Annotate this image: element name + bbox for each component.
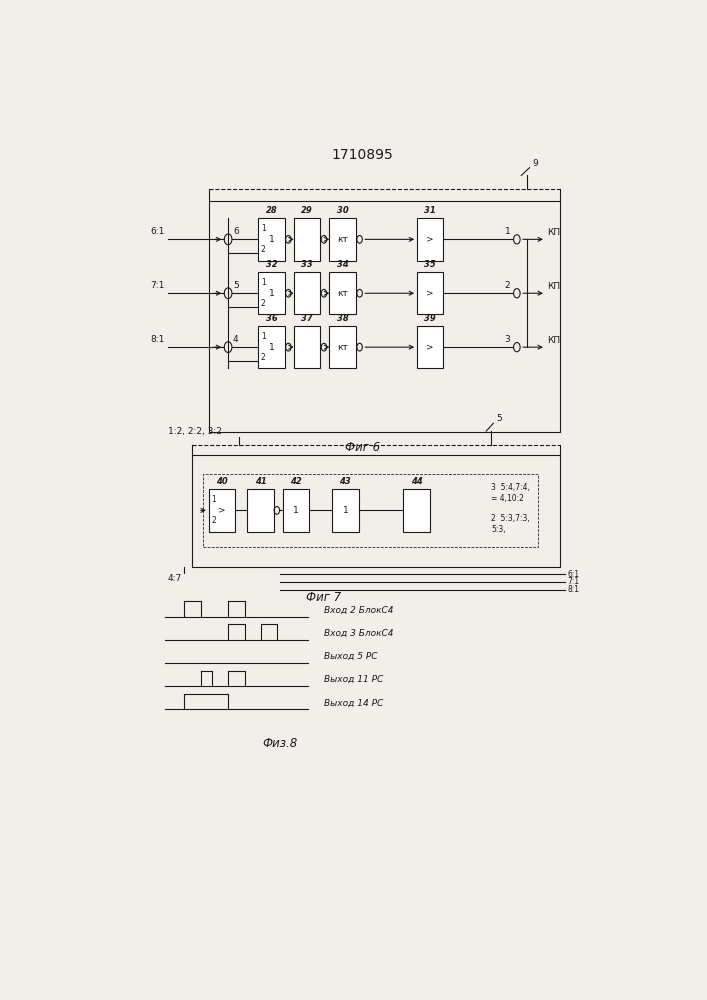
Bar: [329, 326, 356, 368]
Text: 2: 2: [505, 281, 510, 290]
Text: >: >: [218, 506, 226, 515]
Text: Фиг 7: Фиг 7: [306, 591, 341, 604]
Bar: [329, 272, 356, 314]
Text: КП: КП: [547, 336, 560, 345]
Text: кт: кт: [337, 343, 348, 352]
Text: 3  5:4,7:4,: 3 5:4,7:4,: [491, 483, 530, 492]
Text: 33: 33: [301, 260, 313, 269]
Text: 1: 1: [293, 506, 299, 515]
Bar: [258, 326, 284, 368]
Text: 1710895: 1710895: [332, 148, 393, 162]
Text: 42: 42: [290, 477, 302, 486]
Text: 2: 2: [261, 245, 266, 254]
Bar: [332, 489, 358, 532]
Text: 36: 36: [266, 314, 277, 323]
Text: 1: 1: [261, 224, 266, 233]
Text: 1: 1: [269, 235, 274, 244]
Bar: [417, 218, 443, 261]
Text: 4:7: 4:7: [168, 574, 182, 583]
Text: 2: 2: [261, 353, 266, 362]
Text: 6:1: 6:1: [568, 570, 580, 579]
Text: 8:1: 8:1: [151, 335, 165, 344]
Text: 31: 31: [424, 206, 436, 215]
Text: 9: 9: [532, 159, 538, 168]
Text: 41: 41: [255, 477, 267, 486]
Text: 3: 3: [505, 335, 510, 344]
Bar: [294, 218, 320, 261]
Text: 1: 1: [261, 278, 266, 287]
Text: >: >: [426, 289, 434, 298]
Text: КП: КП: [547, 282, 560, 291]
Bar: [417, 272, 443, 314]
Text: 7:1: 7:1: [151, 281, 165, 290]
Text: кт: кт: [337, 289, 348, 298]
Bar: [329, 218, 356, 261]
Bar: [294, 272, 320, 314]
Text: 40: 40: [216, 477, 228, 486]
Text: Физ.8: Физ.8: [262, 737, 298, 750]
Bar: [258, 272, 284, 314]
Text: 28: 28: [266, 206, 277, 215]
Text: кт: кт: [337, 235, 348, 244]
Bar: [209, 201, 560, 432]
Bar: [404, 489, 430, 532]
Text: 1: 1: [505, 227, 510, 236]
Text: 5: 5: [233, 281, 239, 290]
Text: 1: 1: [269, 343, 274, 352]
Text: 39: 39: [424, 314, 436, 323]
Text: 7:1: 7:1: [568, 578, 580, 586]
Text: КП: КП: [547, 228, 560, 237]
Bar: [294, 326, 320, 368]
Text: 5: 5: [496, 414, 503, 423]
Text: 1: 1: [261, 332, 266, 341]
Text: 5:3,: 5:3,: [491, 525, 506, 534]
Bar: [417, 326, 443, 368]
Text: = 4,10:2: = 4,10:2: [491, 494, 524, 503]
Text: 38: 38: [337, 314, 349, 323]
Text: 2: 2: [261, 299, 266, 308]
Text: Выход 14 РС: Выход 14 РС: [324, 698, 383, 707]
Text: 37: 37: [301, 314, 313, 323]
Text: >: >: [426, 343, 434, 352]
Text: 30: 30: [337, 206, 349, 215]
Bar: [209, 489, 235, 532]
Text: Выход 11 РС: Выход 11 РС: [324, 675, 383, 684]
Text: Вход 2 БлокС4: Вход 2 БлокС4: [324, 606, 394, 615]
Text: 1:2, 2:2, 3:2: 1:2, 2:2, 3:2: [168, 427, 222, 436]
Text: 8:1: 8:1: [568, 585, 580, 594]
Text: Выход 5 РС: Выход 5 РС: [324, 652, 378, 661]
Text: >: >: [426, 235, 434, 244]
Text: 1: 1: [211, 495, 216, 504]
Text: 35: 35: [424, 260, 436, 269]
Text: 4: 4: [233, 335, 239, 344]
Bar: [283, 489, 309, 532]
Text: 6:1: 6:1: [151, 227, 165, 236]
Text: 34: 34: [337, 260, 349, 269]
Bar: [204, 474, 538, 547]
Text: 6: 6: [233, 227, 239, 236]
Text: 2  5:3,7:3,: 2 5:3,7:3,: [491, 514, 530, 523]
Text: Вход 3 БлокС4: Вход 3 БлокС4: [324, 629, 394, 638]
Text: 29: 29: [301, 206, 313, 215]
Bar: [247, 489, 274, 532]
Text: 2: 2: [211, 516, 216, 525]
Text: 1: 1: [342, 506, 349, 515]
Text: 1: 1: [269, 289, 274, 298]
Text: Фиг 6: Фиг 6: [345, 441, 380, 454]
Bar: [258, 218, 284, 261]
Text: 43: 43: [339, 477, 351, 486]
Bar: [192, 455, 560, 567]
Text: 32: 32: [266, 260, 277, 269]
Text: 44: 44: [411, 477, 423, 486]
